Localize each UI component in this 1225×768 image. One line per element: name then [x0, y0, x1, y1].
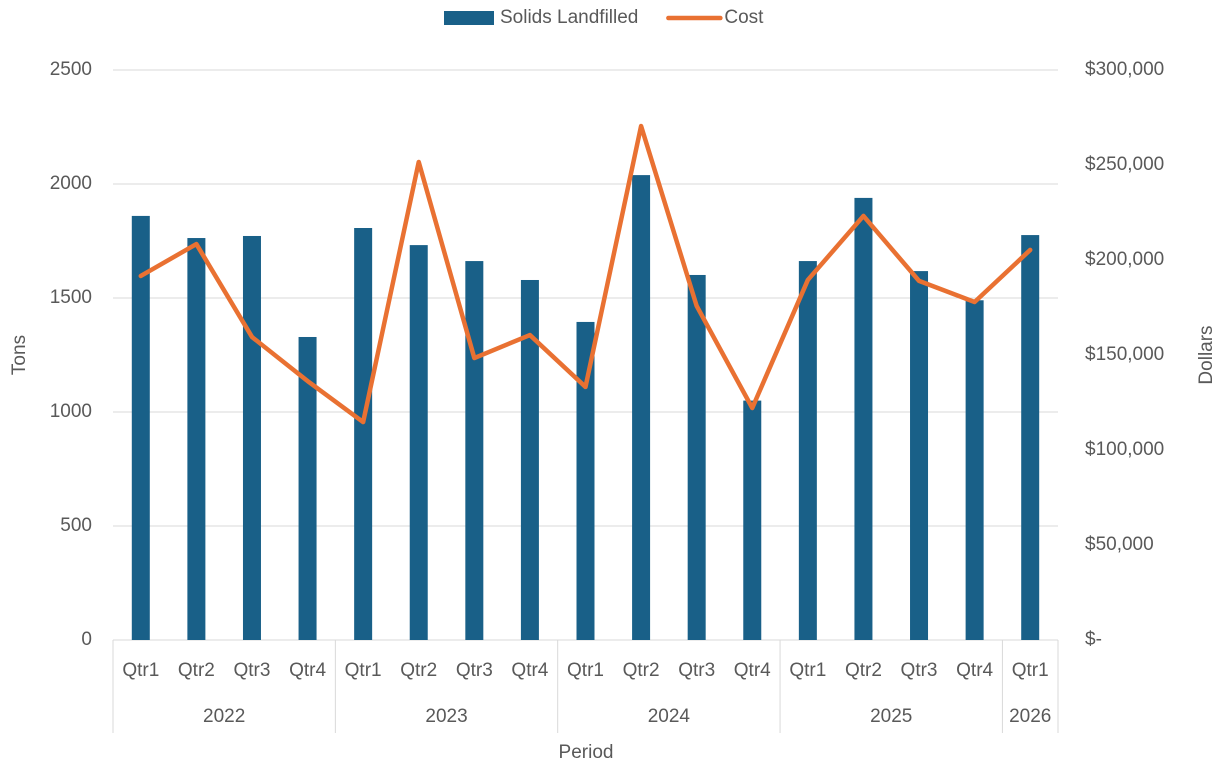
x-group-label: 2022 [203, 706, 245, 727]
bar [576, 321, 595, 640]
bar [854, 197, 873, 640]
y-tick-label: 2500 [50, 59, 92, 80]
x-tick-label: Qtr1 [345, 660, 382, 681]
x-tick-label: Qtr3 [901, 660, 938, 681]
y2-tick-label: $- [1085, 629, 1102, 650]
legend-label: Solids Landfilled [500, 7, 638, 28]
y2-tick-label: $200,000 [1085, 249, 1164, 270]
y-tick-label: 1500 [50, 287, 92, 308]
bar [354, 228, 373, 640]
bar [409, 245, 428, 640]
x-group-label: 2024 [648, 706, 691, 727]
x-tick-label: Qtr3 [233, 660, 270, 681]
y-tick-label: 0 [81, 629, 92, 650]
x-tick-label: Qtr3 [456, 660, 493, 681]
x-group-label: 2025 [870, 706, 912, 727]
x-tick-label: Qtr1 [567, 660, 604, 681]
bar [1021, 235, 1040, 640]
bar [910, 271, 929, 640]
x-tick-label: Qtr2 [400, 660, 437, 681]
y-tick-label: 500 [60, 515, 92, 536]
x-tick-label: Qtr1 [789, 660, 826, 681]
x-axis-title: Period [559, 742, 614, 763]
x-tick-label: Qtr4 [511, 660, 548, 681]
y2-tick-label: $300,000 [1085, 59, 1164, 80]
x-tick-label: Qtr1 [122, 660, 159, 681]
x-tick-label: Qtr1 [1012, 660, 1049, 681]
bar [242, 235, 261, 640]
bar [520, 279, 539, 640]
legend-swatch [444, 11, 494, 25]
y-tick-label: 1000 [50, 401, 92, 422]
y-tick-label: 2000 [50, 173, 92, 194]
bar [632, 175, 651, 640]
bar [687, 274, 706, 640]
x-tick-label: Qtr3 [678, 660, 715, 681]
x-tick-label: Qtr4 [289, 660, 326, 681]
bar [465, 261, 484, 640]
bar [743, 400, 762, 640]
x-tick-label: Qtr2 [623, 660, 660, 681]
y2-tick-label: $50,000 [1085, 534, 1154, 555]
y2-tick-label: $100,000 [1085, 439, 1164, 460]
x-tick-label: Qtr4 [956, 660, 993, 681]
x-tick-label: Qtr4 [734, 660, 771, 681]
bar [187, 238, 206, 640]
bar [965, 300, 984, 640]
x-tick-label: Qtr2 [178, 660, 215, 681]
y2-tick-label: $150,000 [1085, 344, 1164, 365]
x-group-label: 2023 [425, 706, 467, 727]
y-axis-title: Tons [9, 335, 30, 375]
legend-label: Cost [724, 7, 764, 28]
bar [798, 261, 817, 640]
bar [298, 336, 317, 640]
x-group-label: 2026 [1009, 706, 1051, 727]
line [138, 123, 1033, 425]
y2-axis-title: Dollars [1196, 325, 1217, 384]
x-tick-label: Qtr2 [845, 660, 882, 681]
y2-tick-label: $250,000 [1085, 154, 1164, 175]
bar [131, 215, 150, 641]
